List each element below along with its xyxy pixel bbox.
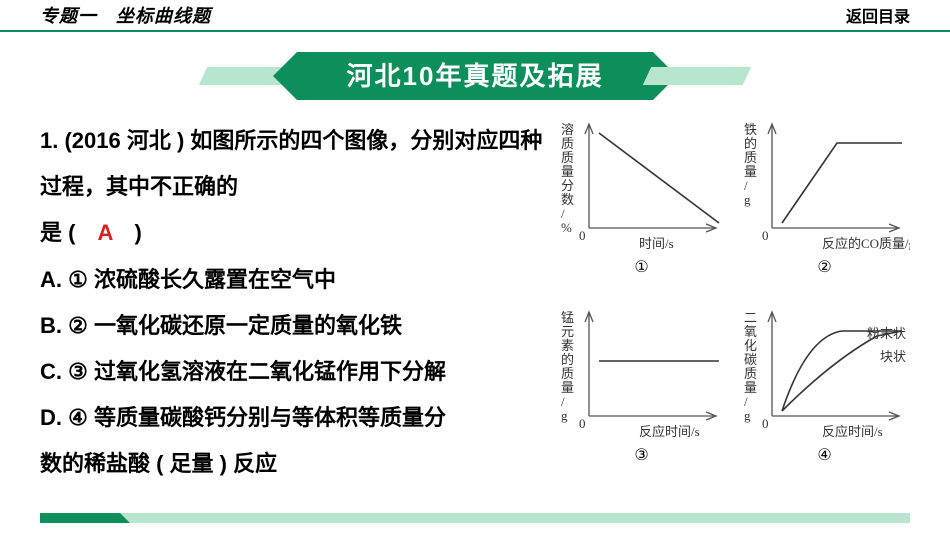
svg-text:量: 量 <box>561 380 574 395</box>
svg-text:g: g <box>561 408 568 423</box>
svg-text:/: / <box>561 394 565 409</box>
question-block: 1. (2016 河北 ) 如图所示的四个图像，分别对应四种过程，其中不正确的 … <box>40 118 550 488</box>
svg-text:化: 化 <box>744 338 757 353</box>
section-banner: 河北10年真题及拓展 <box>297 52 654 100</box>
back-link[interactable]: 返回目录 <box>846 3 910 27</box>
svg-text:块状: 块状 <box>880 349 906 364</box>
svg-text:0: 0 <box>762 416 769 431</box>
option-c: C. ③ 过氧化氢溶液在二氧化锰作用下分解 <box>40 349 550 395</box>
svg-text:/: / <box>561 206 565 221</box>
banner-row: 河北10年真题及拓展 <box>0 52 950 100</box>
chart-2-label: ② <box>817 260 831 276</box>
svg-text:量: 量 <box>744 380 757 395</box>
svg-text:锰: 锰 <box>561 310 574 325</box>
svg-text:时间/s: 时间/s <box>639 236 674 251</box>
svg-text:量: 量 <box>744 164 757 179</box>
svg-text:0: 0 <box>762 228 769 243</box>
svg-text:质: 质 <box>744 150 757 165</box>
chart-3-label: ③ <box>634 448 648 464</box>
svg-text:质: 质 <box>744 366 757 381</box>
svg-text:反应时间/s: 反应时间/s <box>822 424 883 439</box>
svg-text:元: 元 <box>561 324 574 339</box>
svg-text:0: 0 <box>579 416 586 431</box>
svg-text:氧: 氧 <box>744 324 757 339</box>
svg-text:/: / <box>744 178 748 193</box>
svg-text:反应的CO质量/g: 反应的CO质量/g <box>822 236 910 251</box>
svg-text:量: 量 <box>561 164 574 179</box>
svg-text:质: 质 <box>561 150 574 165</box>
svg-text:/: / <box>744 394 748 409</box>
svg-text:碳: 碳 <box>744 352 757 367</box>
option-d-line1: D. ④ 等质量碳酸钙分别与等体积等质量分 <box>40 395 550 441</box>
svg-text:质: 质 <box>561 136 574 151</box>
option-a: A. ① 浓硫酸长久露置在空气中 <box>40 257 550 303</box>
banner-stripe-right <box>643 67 751 85</box>
option-d-line2: 数的稀盐酸 ( 足量 ) 反应 <box>40 441 550 487</box>
header-rule <box>0 30 950 32</box>
footer-bar <box>40 513 910 523</box>
topic-title: 专题一 坐标曲线题 <box>40 2 211 28</box>
stem-close: ) <box>113 220 142 245</box>
charts-grid: 0溶质质量分数/%时间/s① 0铁的质量/g反应的CO质量/g② 0锰元素的质量… <box>550 118 910 488</box>
svg-text:分: 分 <box>561 178 574 193</box>
stem-prefix: 1. (2016 河北 ) <box>40 128 190 153</box>
chart-4-label: ④ <box>817 448 831 464</box>
svg-text:溶: 溶 <box>561 122 574 137</box>
svg-text:素: 素 <box>561 338 574 353</box>
svg-text:0: 0 <box>579 228 586 243</box>
svg-text:二: 二 <box>744 310 757 325</box>
svg-text:质: 质 <box>561 366 574 381</box>
svg-text:的: 的 <box>561 352 574 367</box>
svg-text:铁: 铁 <box>744 122 757 137</box>
chart-1: 0 溶质质量分数/% 时间/s ① <box>556 118 727 300</box>
svg-text:g: g <box>744 192 751 207</box>
option-b: B. ② 一氧化碳还原一定质量的氧化铁 <box>40 303 550 349</box>
chart-1-label: ① <box>634 260 648 276</box>
svg-text:g: g <box>744 408 751 423</box>
stem-tail: 是 ( <box>40 220 97 245</box>
svg-text:%: % <box>561 220 572 235</box>
svg-text:数: 数 <box>561 192 574 207</box>
chart-4: 0二氧化碳质量/g反应时间/s粉末状块状④ <box>739 306 910 488</box>
answer-mark: A <box>97 220 112 245</box>
chart-2: 0 铁的质量/g 反应的CO质量/g ② <box>739 118 910 300</box>
svg-text:的: 的 <box>744 136 757 151</box>
chart-3: 0 锰元素的质量/g 反应时间/s ③ <box>556 306 727 488</box>
svg-text:反应时间/s: 反应时间/s <box>639 424 700 439</box>
